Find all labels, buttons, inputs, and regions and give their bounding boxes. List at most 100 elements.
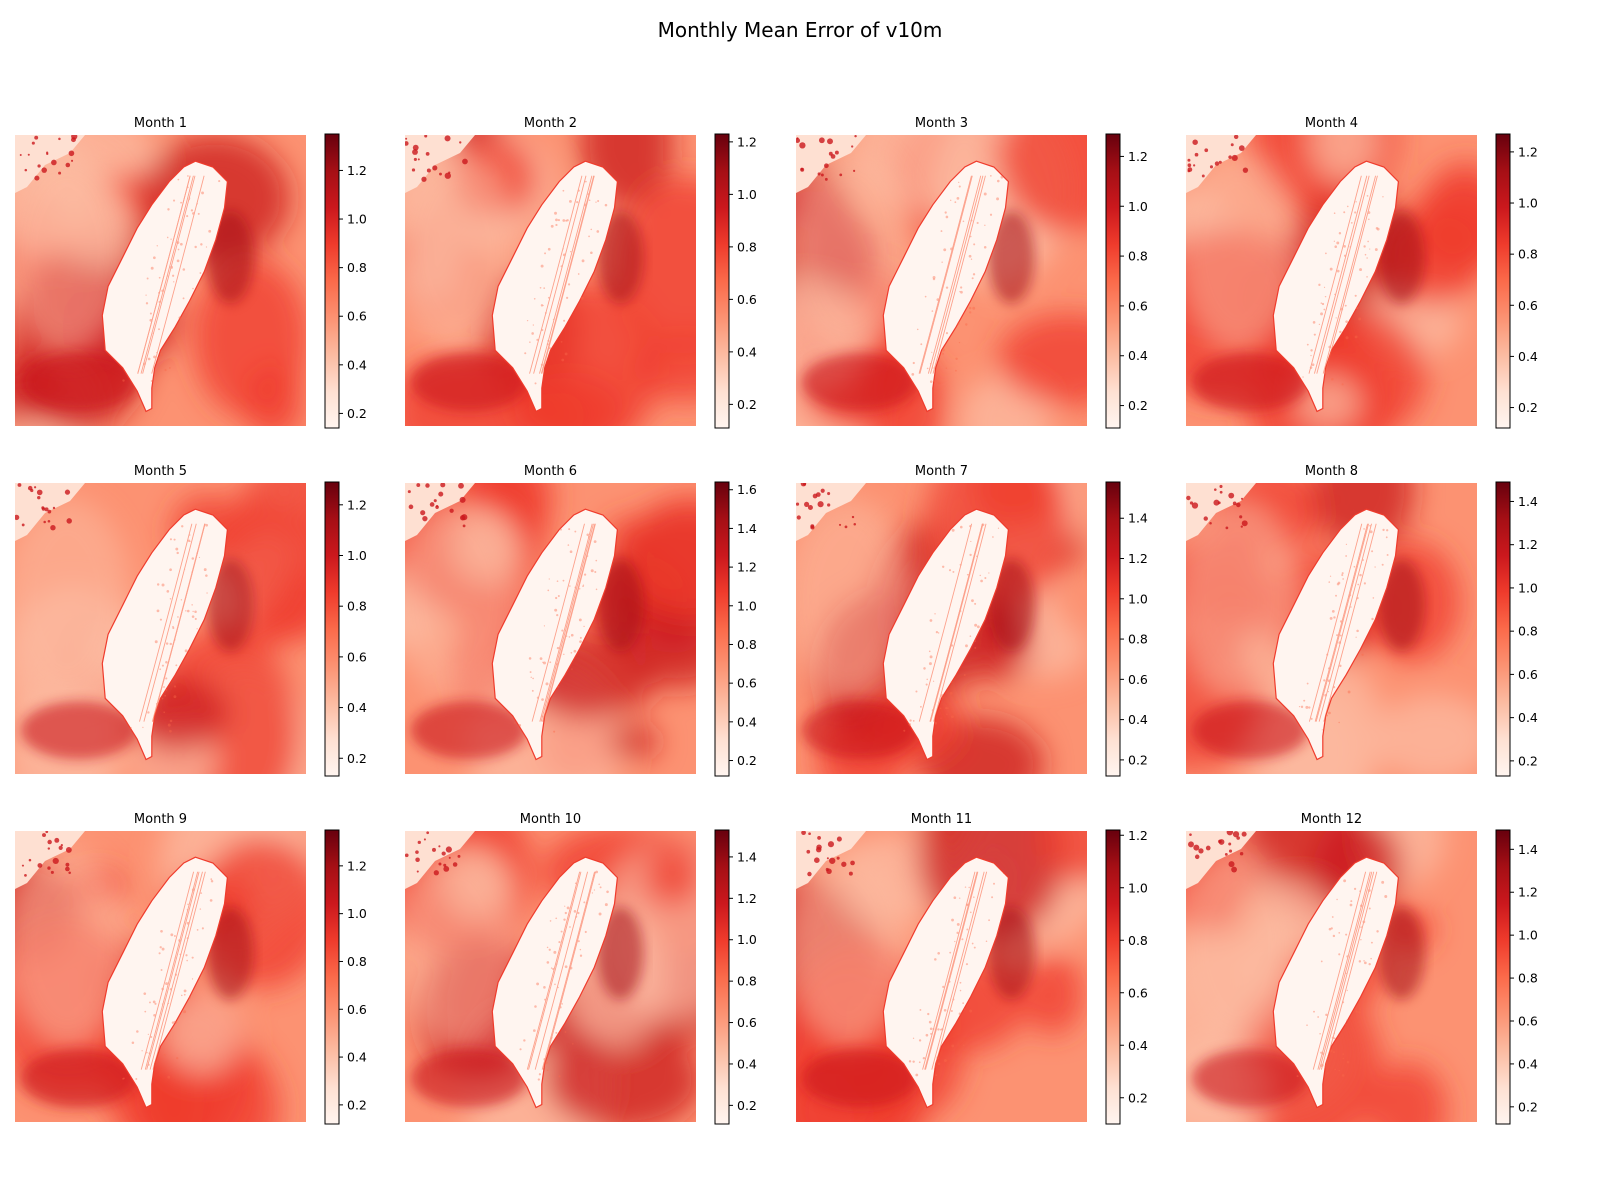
colorbar: 0.2 0.4 0.6 0.8 1.0 1.2 1.4 <box>1105 481 1148 777</box>
panel-month-2: Month 2 0.2 0.4 0.6 0.8 1.0 1.2 <box>405 116 757 429</box>
colorbar: 0.2 0.4 0.6 0.8 1.0 1.2 <box>324 829 367 1125</box>
colorbar-tick-label: 0.8 <box>1128 249 1148 264</box>
colorbar: 0.2 0.4 0.6 0.8 1.0 1.2 <box>714 133 757 429</box>
colorbar-tick-label: 0.4 <box>1128 712 1148 727</box>
panel-month-4: Month 4 0.2 0.4 0.6 0.8 1.0 1.2 <box>1186 116 1538 429</box>
colorbar-tick-label: 1.2 <box>1518 885 1538 900</box>
heatmap-field <box>796 135 1087 426</box>
panel-title: Month 1 <box>134 116 187 131</box>
panel-title: Month 7 <box>915 464 968 479</box>
island <box>101 508 229 761</box>
colorbar-tick-label: 0.4 <box>1518 710 1538 725</box>
colorbar-tick-label: 0.6 <box>347 649 367 664</box>
colorbar-tick-label: 0.6 <box>1518 1013 1538 1028</box>
panel-title: Month 2 <box>524 116 577 131</box>
colorbar-tick-label: 0.4 <box>737 344 757 359</box>
colorbar-tick-label: 1.2 <box>1128 149 1148 164</box>
heatmap-field <box>15 831 306 1122</box>
panel-title: Month 8 <box>1305 464 1358 479</box>
panel-month-12: Month 12 0.2 0.4 0.6 0.8 1.0 1.2 1.4 <box>1186 812 1538 1125</box>
panel-title: Month 5 <box>134 464 187 479</box>
colorbar-tick-label: 1.0 <box>737 187 757 202</box>
heatmap-field <box>1186 135 1477 426</box>
heatmap-field <box>796 831 1087 1122</box>
panel-month-3: Month 3 0.2 0.4 0.6 0.8 1.0 1.2 <box>796 116 1148 429</box>
colorbar: 0.2 0.4 0.6 0.8 1.0 1.2 <box>1105 133 1148 429</box>
panel-month-10: Month 10 0.2 0.4 0.6 0.8 1.0 1.2 1.4 <box>405 812 757 1125</box>
colorbar-tick-label: 0.2 <box>1128 752 1148 767</box>
colorbar-tick-label: 1.2 <box>737 134 757 149</box>
panel-title: Month 4 <box>1305 116 1358 131</box>
panel-month-8: Month 8 0.2 0.4 0.6 0.8 1.0 1.2 1.4 <box>1186 464 1538 777</box>
colorbar-tick-label: 1.2 <box>1518 537 1538 552</box>
island <box>491 160 619 413</box>
colorbar-tick-label: 0.8 <box>347 954 367 969</box>
coast-corner <box>405 831 475 889</box>
colorbar-tick-label: 1.2 <box>1518 144 1538 159</box>
panel-month-9: Month 9 0.2 0.4 0.6 0.8 1.0 1.2 <box>15 812 367 1125</box>
colorbar-tick-label: 1.2 <box>347 858 367 873</box>
colorbar: 0.2 0.4 0.6 0.8 1.0 1.2 <box>324 481 367 777</box>
colorbar-tick-label: 0.6 <box>347 309 367 324</box>
colorbar-tick-label: 1.0 <box>737 932 757 947</box>
panel-month-6: Month 6 0.2 0.4 0.6 0.8 1.0 1.2 1.4 1.6 <box>405 464 757 777</box>
colorbar-tick-label: 1.4 <box>737 521 757 536</box>
colorbar-tick-label: 0.4 <box>1518 349 1538 364</box>
colorbar-tick-label: 0.2 <box>1518 1099 1538 1114</box>
colorbar-tick-label: 1.4 <box>737 849 757 864</box>
colorbar: 0.2 0.4 0.6 0.8 1.0 1.2 1.4 <box>714 829 757 1125</box>
colorbar-tick-label: 1.2 <box>737 891 757 906</box>
heatmap-field <box>15 483 306 774</box>
coast-corner <box>796 135 866 193</box>
coast-corner <box>1186 831 1256 889</box>
colorbar: 0.2 0.4 0.6 0.8 1.0 1.2 <box>324 133 367 429</box>
island <box>882 160 1010 413</box>
colorbar-tick-label: 0.6 <box>1518 298 1538 313</box>
colorbar-tick-label: 0.2 <box>1518 400 1538 415</box>
colorbar-tick-label: 1.4 <box>1518 842 1538 857</box>
panel-title: Month 12 <box>1301 812 1362 827</box>
colorbar-tick-label: 0.8 <box>1518 624 1538 639</box>
colorbar-tick-label: 1.0 <box>1128 199 1148 214</box>
panel-title: Month 10 <box>520 812 581 827</box>
heatmap-field <box>405 831 696 1122</box>
colorbar-tick-label: 1.0 <box>1518 196 1538 211</box>
colorbar-tick-label: 0.2 <box>1128 1090 1148 1105</box>
panel-title: Month 9 <box>134 812 187 827</box>
coast-corner <box>15 483 85 541</box>
colorbar-tick-label: 0.4 <box>1518 1056 1538 1071</box>
panel-month-11: Month 11 0.2 0.4 0.6 0.8 1.0 1.2 <box>796 812 1148 1125</box>
colorbar-tick-label: 0.8 <box>737 637 757 652</box>
colorbar-tick-label: 0.6 <box>737 292 757 307</box>
island <box>1272 508 1400 761</box>
colorbar-tick-label: 0.2 <box>1518 753 1538 768</box>
colorbar-tick-label: 0.4 <box>347 1050 367 1065</box>
heatmap-field <box>405 483 696 774</box>
colorbar-tick-label: 1.2 <box>347 497 367 512</box>
colorbar-tick-label: 0.8 <box>1128 933 1148 948</box>
colorbar-tick-label: 0.8 <box>347 260 367 275</box>
colorbar-tick-label: 1.0 <box>1128 591 1148 606</box>
colorbar-tick-label: 0.2 <box>347 1097 367 1112</box>
colorbar-tick-label: 1.0 <box>1128 880 1148 895</box>
colorbar-tick-label: 0.4 <box>347 357 367 372</box>
colorbar-tick-label: 1.0 <box>1518 928 1538 943</box>
colorbar-tick-label: 0.8 <box>737 239 757 254</box>
colorbar-tick-label: 0.6 <box>347 1002 367 1017</box>
colorbar-tick-label: 0.6 <box>737 676 757 691</box>
colorbar-tick-label: 1.2 <box>347 163 367 178</box>
colorbar-tick-label: 0.2 <box>1128 398 1148 413</box>
heatmap-field <box>1186 831 1477 1122</box>
colorbar-tick-label: 1.2 <box>1128 828 1148 843</box>
colorbar-tick-label: 1.0 <box>347 906 367 921</box>
heatmap-field <box>405 135 696 426</box>
colorbar-tick-label: 1.0 <box>347 548 367 563</box>
coast-corner <box>15 135 85 193</box>
colorbar-tick-label: 1.0 <box>1518 580 1538 595</box>
island <box>882 508 1010 761</box>
panel-title: Month 6 <box>524 464 577 479</box>
colorbar-tick-label: 0.2 <box>737 1098 757 1113</box>
colorbar-tick-label: 1.4 <box>1128 511 1148 526</box>
coast-corner <box>1186 483 1256 541</box>
